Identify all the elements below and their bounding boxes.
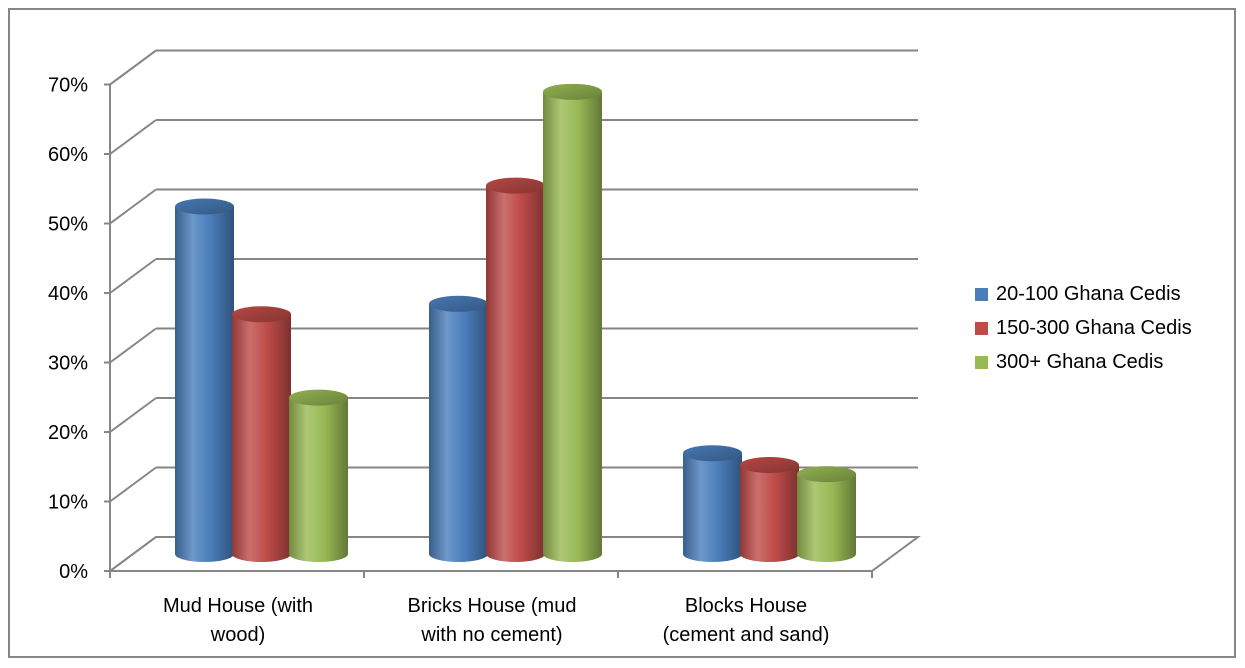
- legend-item: 150-300 Ghana Cedis: [975, 317, 1192, 340]
- bar-top: [543, 83, 602, 100]
- bar: [740, 457, 799, 562]
- gridline-side: [109, 397, 157, 433]
- bar-top: [683, 445, 742, 462]
- side-wall-edge: [109, 49, 157, 571]
- bar-top: [740, 457, 799, 474]
- legend-label: 150-300 Ghana Cedis: [996, 317, 1192, 339]
- legend-label: 300+ Ghana Cedis: [996, 351, 1164, 373]
- bar-body: [683, 453, 742, 562]
- x-tick-labels: Mud House (with wood) Bricks House (mud wit…: [163, 595, 829, 646]
- bar: [232, 306, 291, 562]
- axes: [104, 83, 873, 578]
- bar-top: [232, 306, 291, 323]
- legend: 20-100 Ghana Cedis 150-300 Ghana Cedis 3…: [975, 283, 1192, 385]
- x-tick-label: wood): [210, 624, 265, 646]
- bar-body: [543, 91, 602, 562]
- y-tick-label: 60%: [48, 144, 88, 166]
- gridline-side: [109, 327, 157, 364]
- bar-body: [289, 397, 348, 562]
- bar-top: [289, 389, 348, 406]
- bar-body: [175, 206, 234, 562]
- bar-top: [797, 466, 856, 483]
- legend-swatch-green: [975, 356, 988, 369]
- bar: [175, 198, 234, 562]
- gridline-side: [109, 466, 157, 503]
- gridline-side: [109, 536, 157, 572]
- bar-top: [486, 177, 545, 194]
- y-tick-label: 50%: [48, 214, 88, 236]
- legend-label: 20-100 Ghana Cedis: [996, 283, 1181, 305]
- x-tick-label: with no cement): [420, 624, 562, 646]
- y-tick-label: 0%: [59, 561, 88, 583]
- y-tick-label: 40%: [48, 283, 88, 305]
- bar: [543, 83, 602, 562]
- legend-item: 20-100 Ghana Cedis: [975, 283, 1192, 306]
- x-tick-label: Mud House (with: [163, 595, 313, 617]
- bar: [797, 466, 856, 562]
- y-tick-label: 70%: [48, 75, 88, 97]
- legend-swatch-blue: [975, 288, 988, 301]
- legend-item: 300+ Ghana Cedis: [975, 351, 1192, 374]
- bar: [429, 295, 488, 562]
- bar-top: [429, 295, 488, 312]
- legend-swatch-red: [975, 322, 988, 335]
- gridline-side: [109, 258, 157, 294]
- bar-body: [797, 474, 856, 562]
- gridline-side: [109, 49, 157, 86]
- y-tick-label: 10%: [48, 492, 88, 514]
- bar: [289, 389, 348, 562]
- bar: [683, 445, 742, 562]
- gridline-side: [109, 119, 157, 155]
- y-tick-label: 20%: [48, 422, 88, 444]
- bar-body: [740, 465, 799, 562]
- y-tick-label: 30%: [48, 353, 88, 375]
- y-tick-labels: 0% 10% 20% 30% 40% 50% 60% 70%: [48, 75, 88, 584]
- bars: [175, 83, 856, 562]
- bar-body: [232, 314, 291, 562]
- x-tick-label: Blocks House: [685, 595, 807, 617]
- bar-body: [486, 185, 545, 562]
- x-tick-label: Bricks House (mud: [408, 595, 577, 617]
- bar: [486, 177, 545, 562]
- bar-top: [175, 198, 234, 215]
- bar-body: [429, 303, 488, 562]
- x-tick-label: (cement and sand): [663, 624, 830, 646]
- gridline-side: [109, 188, 157, 225]
